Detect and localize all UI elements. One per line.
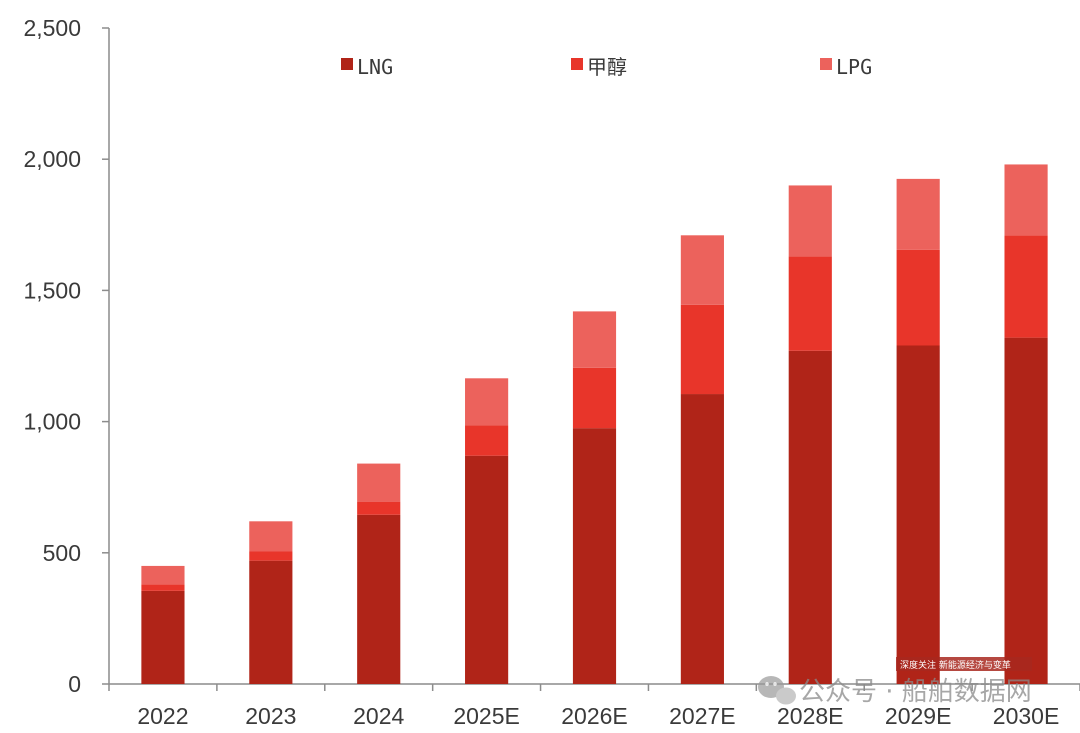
- bar-LPG-2025E: [465, 378, 509, 426]
- bar-LNG-2027E: [680, 394, 724, 684]
- bar-甲醇-2024: [357, 501, 401, 515]
- x-axis: 2022 2023 2024 2025E 2026E 2027E 2028E 2029E 203…: [108, 683, 1080, 729]
- bar-甲醇-2029E: [896, 249, 940, 346]
- y-tick-label: 2,000: [23, 146, 81, 172]
- bar-LPG-2023: [249, 521, 293, 552]
- bar-LNG-2029E: [896, 345, 940, 684]
- y-tick-label: 1,000: [23, 409, 81, 435]
- bar-LNG-2028E: [788, 350, 832, 684]
- bar-LPG-2026E: [572, 311, 617, 368]
- bar-甲醇-2022: [141, 584, 185, 591]
- x-tick-label: 2027E: [669, 703, 736, 729]
- bar-甲醇-2023: [249, 551, 293, 561]
- x-tick-label: 2030E: [993, 703, 1060, 729]
- y-tick-label: 1,500: [23, 277, 81, 303]
- watermark-badge: [896, 657, 1032, 671]
- bar-LPG-2029E: [896, 178, 940, 250]
- bar-LPG-2030E: [1004, 164, 1048, 236]
- x-tick-label: 2023: [245, 703, 296, 729]
- x-tick-label: 2024: [353, 703, 404, 729]
- bar-LNG-2023: [249, 560, 293, 684]
- bar-甲醇-2026E: [572, 367, 617, 429]
- x-tick-label: 2028E: [777, 703, 844, 729]
- bar-LPG-2028E: [788, 185, 832, 257]
- x-tick-label: 2022: [137, 703, 188, 729]
- y-tick-label: 2,500: [23, 15, 81, 41]
- bars: [141, 164, 1048, 684]
- watermark-text: 公众号 · 船舶数据网: [799, 677, 1032, 707]
- legend: LNG 甲醇 LPG: [341, 55, 872, 79]
- bar-LNG-2022: [141, 590, 185, 684]
- legend-label-0: LNG: [357, 55, 393, 79]
- watermark-badge-text: 深度关注 新能源经济与变革: [900, 659, 1011, 671]
- x-tick-label: 2026E: [561, 703, 628, 729]
- bar-LNG-2030E: [1004, 337, 1048, 684]
- y-axis: 0 500 1,000 1,500 2,000 2,500: [23, 15, 110, 697]
- bar-LPG-2027E: [680, 235, 724, 305]
- bar-LNG-2025E: [465, 455, 509, 684]
- bar-甲醇-2025E: [465, 425, 509, 456]
- bar-LPG-2022: [141, 565, 185, 585]
- wechat-icon: [758, 676, 796, 705]
- bar-甲醇-2028E: [788, 256, 832, 351]
- x-tick-label: 2025E: [453, 703, 520, 729]
- x-tick-label: 2029E: [885, 703, 952, 729]
- legend-swatch-2: [820, 58, 832, 70]
- bar-LPG-2024: [357, 463, 401, 502]
- bar-甲醇-2030E: [1004, 235, 1048, 338]
- y-tick-label: 500: [43, 540, 81, 566]
- bar-甲醇-2027E: [680, 304, 724, 395]
- legend-label-1: 甲醇: [587, 55, 627, 79]
- watermark: 公众号 · 船舶数据网 深度关注 新能源经济与变革: [758, 657, 1032, 707]
- legend-swatch-0: [341, 58, 353, 70]
- y-tick-label: 0: [68, 671, 81, 697]
- legend-swatch-1: [571, 58, 583, 70]
- bar-LNG-2024: [357, 514, 401, 684]
- legend-label-2: LPG: [836, 55, 872, 79]
- bar-LNG-2026E: [572, 428, 617, 684]
